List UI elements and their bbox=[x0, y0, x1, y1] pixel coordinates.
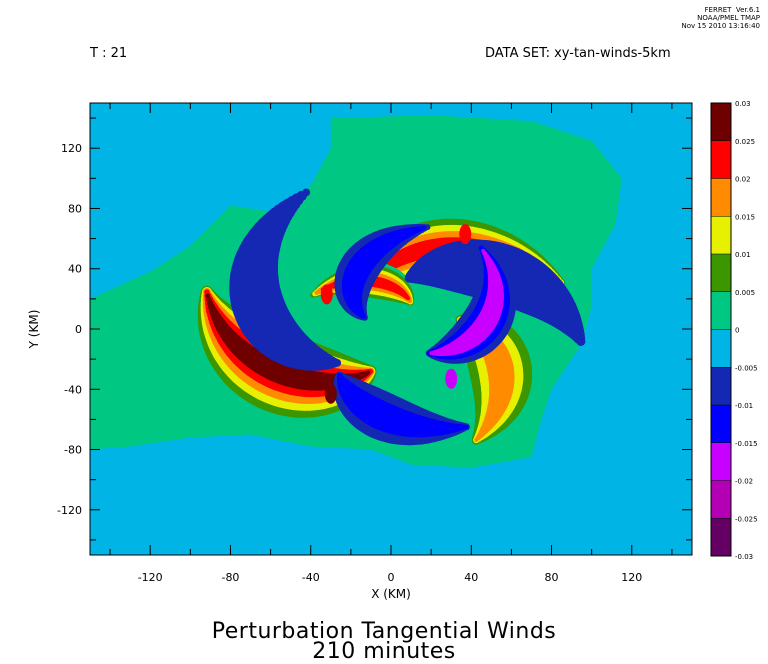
colorbar-label: 0.015 bbox=[735, 213, 755, 221]
colorbar-swatch bbox=[711, 140, 731, 179]
band-negative-northwest bbox=[229, 188, 342, 371]
colorbar-label: -0.005 bbox=[735, 364, 758, 372]
dataset-label: DATA SET: xy-tan-winds-5km bbox=[485, 46, 671, 61]
peak-core bbox=[324, 383, 337, 404]
colorbar-swatch bbox=[711, 103, 731, 142]
colorbar-swatch bbox=[711, 518, 731, 557]
colorbar-swatch bbox=[711, 178, 731, 217]
wind-field bbox=[90, 103, 692, 555]
colorbar-swatch bbox=[711, 442, 731, 481]
colorbar-swatch bbox=[711, 291, 731, 330]
ferret-metadata: FERRET Ver.6.1 NOAA/PMEL TMAP Nov 15 201… bbox=[600, 6, 761, 30]
colorbar-label: 0.03 bbox=[735, 100, 751, 108]
peak-core bbox=[445, 368, 458, 389]
chart-subtitle: 210 minutes bbox=[312, 639, 456, 664]
colorbar-swatch bbox=[711, 405, 731, 444]
meta-version: FERRET Ver.6.1 bbox=[704, 6, 760, 14]
colorbar-label: 0.02 bbox=[735, 176, 751, 184]
x-axis-label: X (KM) bbox=[371, 587, 411, 601]
x-tick-label: -80 bbox=[221, 571, 239, 584]
y-tick-label: -80 bbox=[64, 444, 82, 457]
colorbar-label: 0.005 bbox=[735, 289, 755, 297]
colorbar-swatch bbox=[711, 367, 731, 406]
colorbar-swatch bbox=[711, 329, 731, 368]
x-tick-label: 120 bbox=[621, 571, 642, 584]
x-tick-label: 80 bbox=[545, 571, 559, 584]
colorbar-label: -0.02 bbox=[735, 478, 753, 486]
x-tick-label: -120 bbox=[138, 571, 163, 584]
x-axis: -120 -80 -40 0 40 80 120 bbox=[109, 103, 673, 584]
y-axis: 120 80 40 0 -40 -80 -120 bbox=[57, 117, 692, 541]
band-negative-inner bbox=[334, 223, 431, 321]
x-tick-label: 40 bbox=[464, 571, 478, 584]
y-tick-label: -40 bbox=[64, 383, 82, 396]
colorbar-label: 0.01 bbox=[735, 251, 751, 259]
y-tick-label: 0 bbox=[75, 323, 82, 336]
x-tick-label: -40 bbox=[302, 571, 320, 584]
colorbar-label: -0.025 bbox=[735, 515, 758, 523]
band-negative-east bbox=[404, 239, 586, 346]
colorbar-label: -0.01 bbox=[735, 402, 753, 410]
x-tick-label: 0 bbox=[388, 571, 395, 584]
band-negative-southwest bbox=[333, 371, 470, 446]
colorbar-label: 0 bbox=[735, 327, 739, 335]
y-tick-label: 120 bbox=[61, 142, 82, 155]
colorbar-swatch bbox=[711, 480, 731, 519]
y-tick-label: -120 bbox=[57, 504, 82, 517]
meta-timestamp: Nov 15 2010 13:16:40 bbox=[681, 22, 761, 30]
colorbar-label: 0.025 bbox=[735, 138, 755, 146]
y-tick-label: 80 bbox=[68, 202, 82, 215]
colorbar-label: -0.015 bbox=[735, 440, 758, 448]
colorbar-swatch bbox=[711, 254, 731, 293]
peak-core bbox=[459, 224, 472, 245]
peak-core bbox=[320, 284, 333, 305]
y-tick-label: 40 bbox=[68, 263, 82, 276]
chart-title: Perturbation Tangential Winds bbox=[211, 619, 557, 644]
y-axis-label: Y (KM) bbox=[27, 310, 41, 350]
band-negative-southeast bbox=[425, 244, 516, 364]
time-label: T : 21 bbox=[90, 46, 128, 61]
colorbar-swatch bbox=[711, 216, 731, 255]
meta-org: NOAA/PMEL TMAP bbox=[697, 14, 760, 22]
colorbar: 0.03 0.025 0.02 0.015 0.01 0.005 0 -0.005 -0.01 -… bbox=[710, 100, 758, 561]
colorbar-label: -0.03 bbox=[735, 553, 753, 561]
